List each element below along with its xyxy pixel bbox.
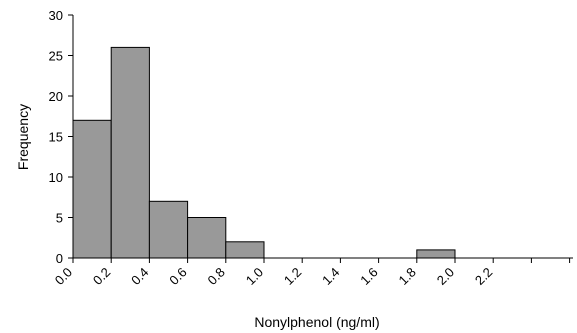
x-tick-label: 1.6 [357,265,380,288]
x-axis-title: Nonylphenol (ng/ml) [254,314,379,330]
bar-1.8 [416,249,456,259]
bars-group [72,46,456,259]
x-tick-label: 0.2 [90,265,113,288]
x-tick-label: 1.0 [243,265,266,288]
x-tick-label: 1.4 [319,265,342,288]
bar-0.0 [72,119,112,259]
x-tick-label: 1.2 [281,265,304,288]
y-tick-label: 5 [56,211,63,226]
y-tick-label: 0 [56,251,63,266]
bar-0.2 [110,46,150,259]
x-tick-label: 2.0 [434,265,457,288]
x-ticks-group: 0.0 0.2 0.4 0.6 0.8 1.0 1.2 1.4 1.6 1.8 2.0 2.2 [52,258,571,288]
bar-0.6 [187,217,227,259]
y-ticks-group: 0 5 10 15 20 25 30 [49,8,73,266]
x-tick-label: 1.8 [396,265,419,288]
y-tick-label: 10 [49,170,63,185]
x-tick-label: 0.6 [166,265,189,288]
bar-0.4 [148,200,189,259]
y-tick-label: 20 [49,89,63,104]
x-tick-label: 0.8 [205,265,228,288]
y-tick-label: 25 [49,49,63,64]
y-tick-label: 30 [49,8,63,23]
y-tick-label: 15 [49,130,63,145]
x-tick-label: 2.2 [472,265,495,288]
x-tick-label: 0.0 [52,265,75,288]
y-axis-title: Frequency [15,104,31,170]
x-tick-label: 0.4 [128,265,151,288]
bar-0.8 [225,241,265,259]
